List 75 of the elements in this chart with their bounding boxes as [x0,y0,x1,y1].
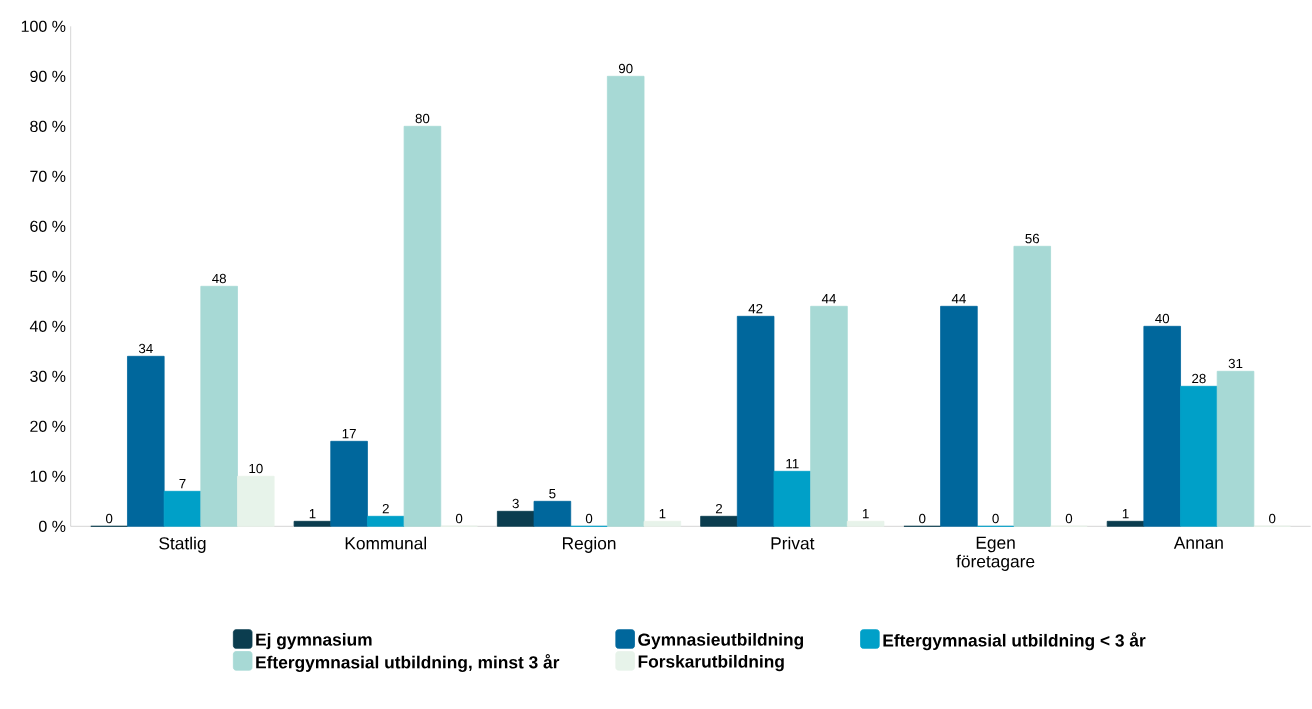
data-label: 31 [1228,358,1243,369]
data-label: 2 [382,503,389,514]
bar [127,355,165,527]
legend-label: Ej gymnasium [256,633,372,650]
data-label: 3 [512,498,519,509]
y-tick-label: 50 % [30,270,66,282]
bar [403,125,442,527]
data-label: 0 [992,513,999,524]
data-label: 0 [1065,513,1073,524]
y-tick-label: 40 % [29,320,66,332]
data-label: 17 [342,429,356,439]
bar [367,515,405,527]
data-label: 42 [748,303,763,314]
x-tick-label: Annan [1173,536,1223,549]
bar [736,315,775,527]
data-label: 1 [1122,509,1129,519]
x-tick-label: Region [562,536,616,553]
bar [293,520,332,527]
data-label: 2 [715,503,723,514]
legend-label: Eftergymnasial utbildning, minst 3 år [256,654,560,672]
data-label: 0 [585,513,593,524]
y-tick-label: 20 % [30,420,66,432]
bar [940,305,978,527]
y-tick-label: 90 % [30,70,66,82]
x-tick-label: Egen företagare [956,536,1035,571]
data-label: 44 [821,294,836,304]
bar [810,305,848,527]
x-tick-label: Statlig [159,536,206,553]
data-label: 56 [1025,233,1040,244]
bar [1216,370,1255,527]
y-tick-label: 70 % [30,170,66,182]
data-label: 7 [179,479,186,489]
bar [237,475,275,527]
y-tick-label: 10 % [30,470,66,482]
legend-label: Gymnasieutbildning [638,633,804,650]
bar [1180,385,1218,527]
bar [330,440,368,527]
bar [163,490,202,527]
data-label: 1 [309,509,316,519]
data-label: 90 [618,63,633,74]
data-label: 1 [659,509,666,519]
data-label: 28 [1192,373,1206,384]
bar [200,285,238,527]
y-tick-label: 80 % [30,120,66,132]
data-label: 44 [951,294,966,304]
x-tick-label: Privat [771,536,815,550]
data-label: 40 [1155,313,1170,324]
data-label: 0 [455,513,463,524]
bar [1013,245,1051,527]
data-label: 80 [415,113,430,124]
x-tick-label: Kommunal [345,536,427,550]
bar [643,520,682,527]
bar [533,500,572,527]
y-tick-label: 0 % [39,520,66,532]
y-tick-label: 60 % [30,220,66,232]
data-label: 11 [786,459,799,469]
legend-label: Eftergymnasial utbildning < 3 år [883,632,1146,651]
legend-label: Forskarutbildning [638,654,784,672]
bar [773,470,812,527]
bar [1143,325,1181,527]
data-label: 0 [919,513,926,524]
bar [846,520,885,527]
y-tick-label: 100 % [21,20,66,32]
data-label: 34 [138,343,153,354]
data-label: 0 [1269,513,1276,524]
data-label: 5 [549,488,556,499]
data-label: 48 [212,273,226,284]
bar [700,515,738,527]
bar [606,75,645,527]
bar [496,510,535,527]
data-label: 1 [862,509,869,519]
y-tick-label: 30 % [30,370,66,382]
data-label: 10 [249,463,263,474]
data-label: 0 [105,513,113,524]
bar [1106,520,1145,527]
